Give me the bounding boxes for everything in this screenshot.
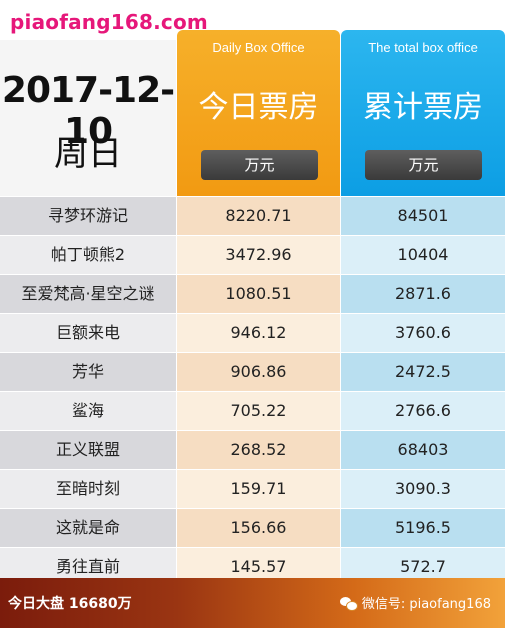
total-box-office-header: The total box office 累计票房 万元 (341, 30, 505, 196)
daily-value: 705.22 (177, 392, 340, 430)
total-box-office-cn-title: 累计票房 (363, 90, 483, 125)
daily-box-office-en-title: Daily Box Office (212, 40, 305, 55)
movie-name: 至爱梵高·星空之谜 (0, 275, 176, 313)
daily-value: 159.71 (177, 470, 340, 508)
movie-name: 芳华 (0, 353, 176, 391)
movie-name: 这就是命 (0, 509, 176, 547)
total-value: 3760.6 (341, 314, 505, 352)
total-unit-badge: 万元 (365, 150, 482, 180)
daily-value: 946.12 (177, 314, 340, 352)
daily-total-summary: 今日大盘 16680万 (8, 596, 132, 612)
footer-bar: 今日大盘 16680万 微信号: piaofang168 (0, 578, 505, 628)
daily-value: 156.66 (177, 509, 340, 547)
table-row: 鲨海 705.22 2766.6 (0, 391, 505, 430)
table-row: 正义联盟 268.52 68403 (0, 430, 505, 469)
table-row: 至暗时刻 159.71 3090.3 (0, 469, 505, 508)
movie-name: 正义联盟 (0, 431, 176, 469)
daily-box-office-header: Daily Box Office 今日票房 万元 (177, 30, 340, 196)
brand-url: piaofang168.com (10, 10, 208, 34)
daily-value: 1080.51 (177, 275, 340, 313)
wechat-account: 微信号: piaofang168 (339, 593, 491, 612)
movie-name: 帕丁顿熊2 (0, 236, 176, 274)
daily-value: 268.52 (177, 431, 340, 469)
wechat-id: 微信号: piaofang168 (361, 597, 491, 612)
daily-unit-badge: 万元 (201, 150, 318, 180)
daily-value: 3472.96 (177, 236, 340, 274)
movie-name: 至暗时刻 (0, 470, 176, 508)
total-value: 84501 (341, 197, 505, 235)
total-value: 68403 (341, 431, 505, 469)
date: 2017-12-10 (1, 70, 175, 152)
table-row: 芳华 906.86 2472.5 (0, 352, 505, 391)
movie-name: 鲨海 (0, 392, 176, 430)
movie-name: 寻梦环游记 (0, 197, 176, 235)
total-box-office-en-title: The total box office (368, 40, 478, 55)
total-value: 2472.5 (341, 353, 505, 391)
table-row: 至爱梵高·星空之谜 1080.51 2871.6 (0, 274, 505, 313)
total-value: 3090.3 (341, 470, 505, 508)
table-row: 寻梦环游记 8220.71 84501 (0, 196, 505, 235)
table-row: 这就是命 156.66 5196.5 (0, 508, 505, 547)
total-value: 2766.6 (341, 392, 505, 430)
total-value: 5196.5 (341, 509, 505, 547)
box-office-table: 寻梦环游记 8220.71 84501 帕丁顿熊2 3472.96 10404 … (0, 196, 505, 586)
daily-value: 906.86 (177, 353, 340, 391)
daily-value: 8220.71 (177, 197, 340, 235)
total-value: 10404 (341, 236, 505, 274)
date-panel (0, 40, 176, 196)
table-row: 巨额来电 946.12 3760.6 (0, 313, 505, 352)
total-value: 2871.6 (341, 275, 505, 313)
daily-box-office-cn-title: 今日票房 (198, 90, 319, 125)
movie-name: 巨额来电 (0, 314, 176, 352)
weekday: 周日 (54, 134, 122, 174)
wechat-icon (339, 597, 358, 611)
table-row: 帕丁顿熊2 3472.96 10404 (0, 235, 505, 274)
